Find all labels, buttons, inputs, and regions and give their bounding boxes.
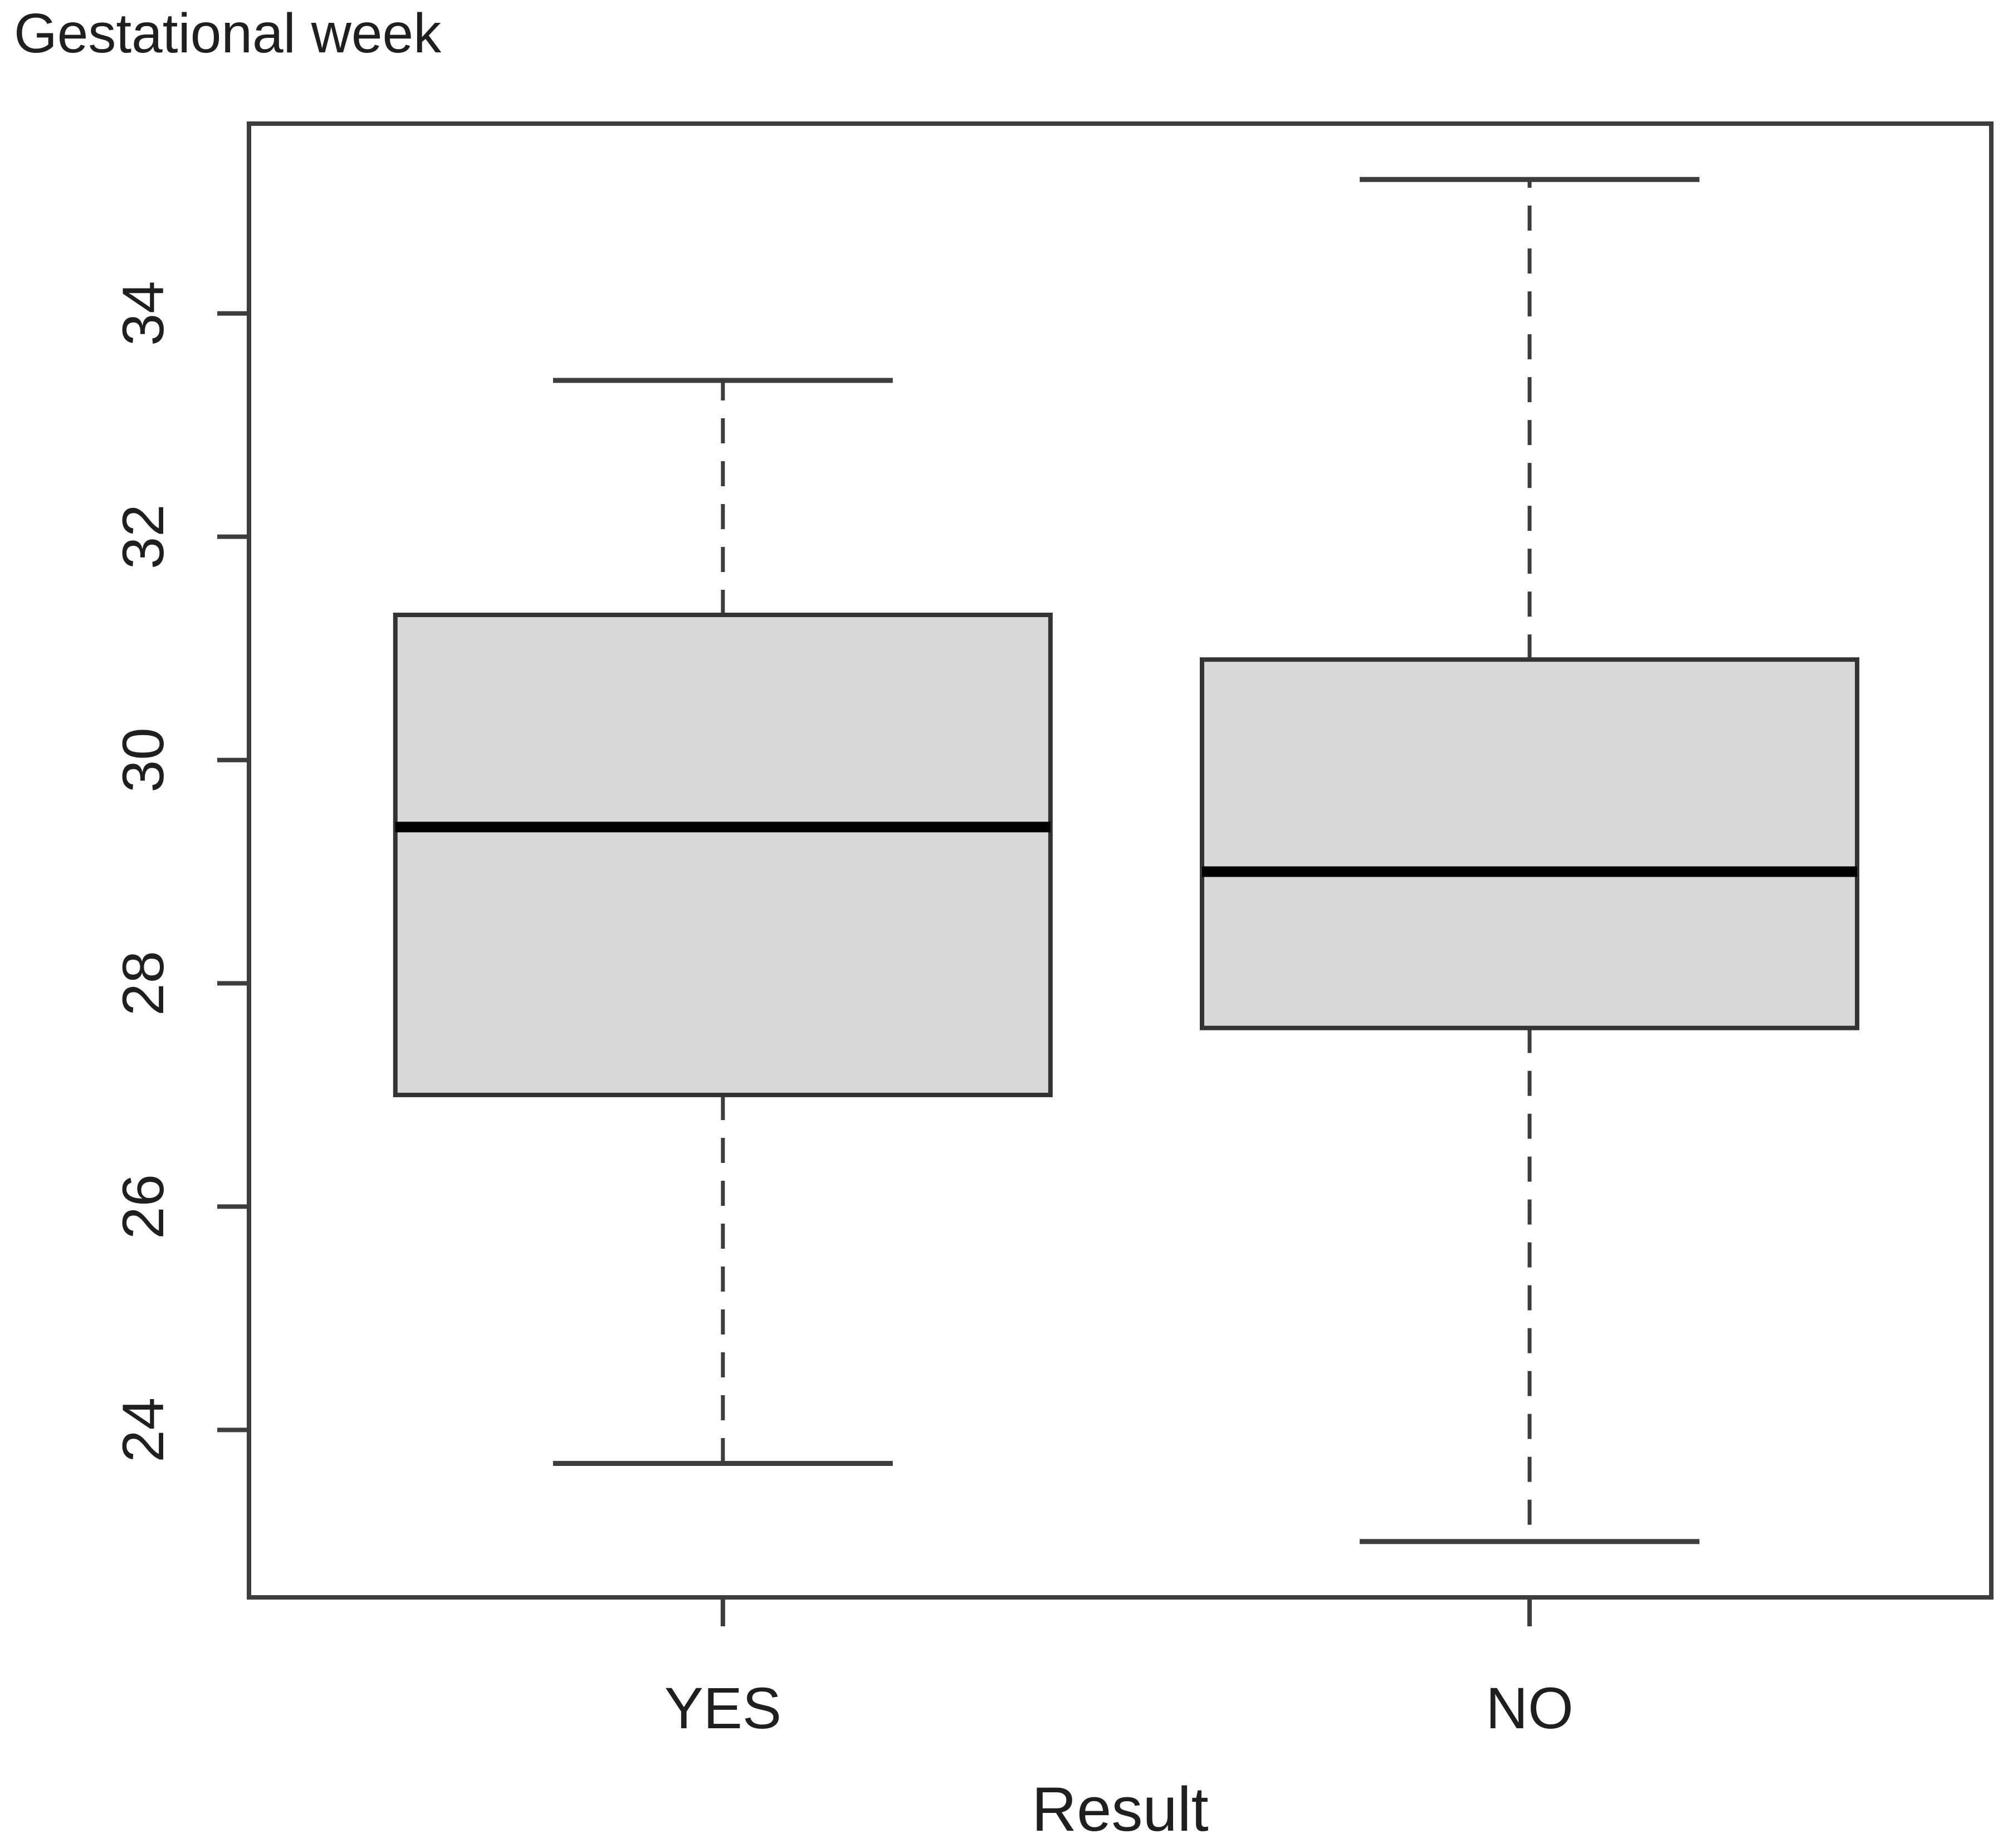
y-tick-label: 30 [111, 727, 176, 793]
y-tick-label: 26 [111, 1174, 176, 1239]
plot-border [247, 121, 1994, 1600]
y-tick-label: 32 [111, 504, 176, 569]
y-tick-label: 28 [111, 951, 176, 1016]
iqr-box [1200, 657, 1860, 1030]
y-tick-label: 24 [111, 1397, 176, 1463]
x-category-label: YES [665, 1676, 781, 1741]
iqr-box [393, 613, 1053, 1097]
y-tick-label: 34 [111, 281, 176, 346]
x-axis-title: Result [1032, 1774, 1208, 1844]
x-category-label: NO [1486, 1676, 1574, 1741]
chart-title: Gestational week [14, 2, 442, 65]
